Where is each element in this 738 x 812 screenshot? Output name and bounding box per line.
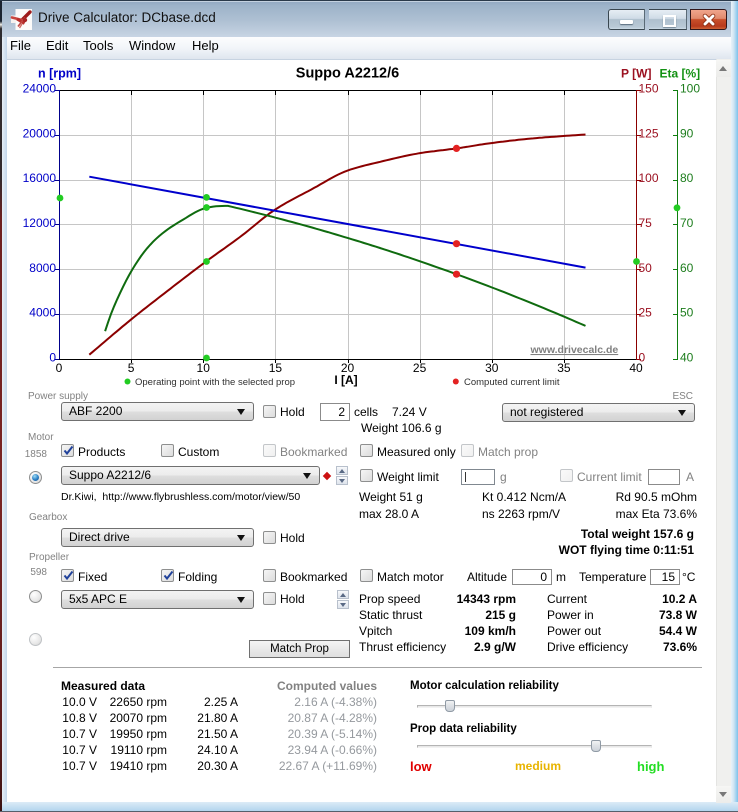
svg-text:15: 15 [269,361,283,375]
svg-text:Operating point with the selec: Operating point with the selected prop [135,377,295,388]
svg-text:I [A]: I [A] [334,373,357,387]
svg-text:n [rpm]: n [rpm] [38,67,81,81]
svg-text:150: 150 [639,82,659,96]
svg-text:www.drivecalc.de: www.drivecalc.de [530,344,619,356]
svg-text:70: 70 [680,216,694,230]
svg-text:16000: 16000 [23,171,57,185]
svg-text:125: 125 [639,126,659,140]
svg-text:20: 20 [341,361,355,375]
svg-text:90: 90 [680,126,694,140]
svg-text:8000: 8000 [29,261,56,275]
svg-text:5: 5 [128,361,135,375]
svg-text:40: 40 [680,351,694,365]
svg-text:60: 60 [680,261,694,275]
svg-text:50: 50 [639,261,653,275]
svg-text:12000: 12000 [23,216,57,230]
svg-text:P [W]: P [W] [621,67,651,81]
svg-text:100: 100 [639,171,659,185]
svg-text:75: 75 [639,216,653,230]
svg-text:25: 25 [413,361,427,375]
svg-text:100: 100 [680,82,700,96]
svg-text:20000: 20000 [23,126,57,140]
svg-text:4000: 4000 [29,306,56,320]
svg-text:35: 35 [557,361,571,375]
svg-text:24000: 24000 [23,82,57,96]
svg-text:Computed current limit: Computed current limit [464,377,560,388]
svg-text:30: 30 [485,361,499,375]
svg-text:25: 25 [639,306,653,320]
svg-text:40: 40 [629,361,643,375]
svg-text:80: 80 [680,171,694,185]
svg-text:0: 0 [56,361,63,375]
svg-text:Eta [%]: Eta [%] [660,67,701,81]
svg-text:50: 50 [680,306,694,320]
svg-text:0: 0 [639,351,646,365]
svg-text:Suppo A2212/6: Suppo A2212/6 [296,66,399,82]
svg-text:10: 10 [197,361,211,375]
svg-text:0: 0 [49,351,56,365]
